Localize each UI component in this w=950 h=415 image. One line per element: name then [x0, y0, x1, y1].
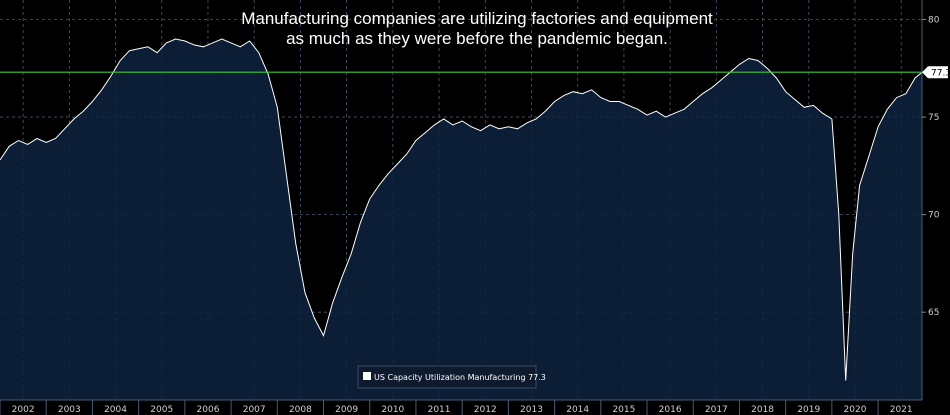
chart-title-line-2: as much as they were before the pandemic…	[286, 29, 668, 48]
x-tick-label: 2019	[797, 405, 820, 415]
x-tick-label: 2017	[705, 405, 728, 415]
legend-box	[357, 365, 537, 389]
x-tick-label: 2016	[659, 405, 682, 415]
x-tick-label: 2006	[197, 405, 220, 415]
x-tick-label: 2009	[335, 405, 358, 415]
y-axis-ticks: 65 70 75 80	[922, 16, 940, 318]
series-area	[0, 38, 923, 400]
x-tick-label: 2011	[428, 405, 451, 415]
x-axis-band	[0, 400, 950, 415]
y-tick-label: 65	[928, 308, 939, 318]
x-tick-label: 2013	[520, 405, 543, 415]
series-line	[0, 38, 923, 381]
x-axis-ticks: 2002 2003 2004 2005 2006 2007 2008 2009 2010 2011…	[0, 400, 913, 415]
x-tick-label: 2007	[243, 405, 266, 415]
x-tick-label: 2010	[381, 405, 404, 415]
series-fill	[0, 39, 922, 400]
last-value-marker: 77.3	[922, 66, 950, 79]
legend-swatch	[363, 372, 371, 380]
x-tick-label: 2014	[566, 405, 589, 415]
x-tick-label: 2020	[844, 405, 867, 415]
x-tick-label: 2015	[612, 405, 635, 415]
y-tick-label: 70	[928, 211, 940, 221]
x-tick-label: 2018	[751, 405, 774, 415]
x-tick-label: 2021	[890, 405, 913, 415]
x-tick-label: 2004	[104, 405, 127, 415]
x-tick-label: 2012	[474, 405, 497, 415]
chart-title-line-1: Manufacturing companies are utilizing fa…	[241, 9, 713, 28]
x-tick-label: 2002	[12, 405, 35, 415]
x-tick-label: 2008	[289, 405, 312, 415]
last-value-label: 77.3	[931, 69, 950, 79]
y-tick-label: 75	[928, 113, 939, 123]
y-tick-label: 80	[928, 16, 940, 26]
last-value-tag	[922, 66, 948, 79]
legend-label: US Capacity Utilization Manufacturing 77…	[374, 373, 546, 382]
legend: US Capacity Utilization Manufacturing 77…	[357, 365, 546, 389]
x-tick-label: 2003	[58, 405, 81, 415]
chart-title: Manufacturing companies are utilizing fa…	[241, 9, 713, 48]
x-tick-label: 2005	[150, 405, 173, 415]
